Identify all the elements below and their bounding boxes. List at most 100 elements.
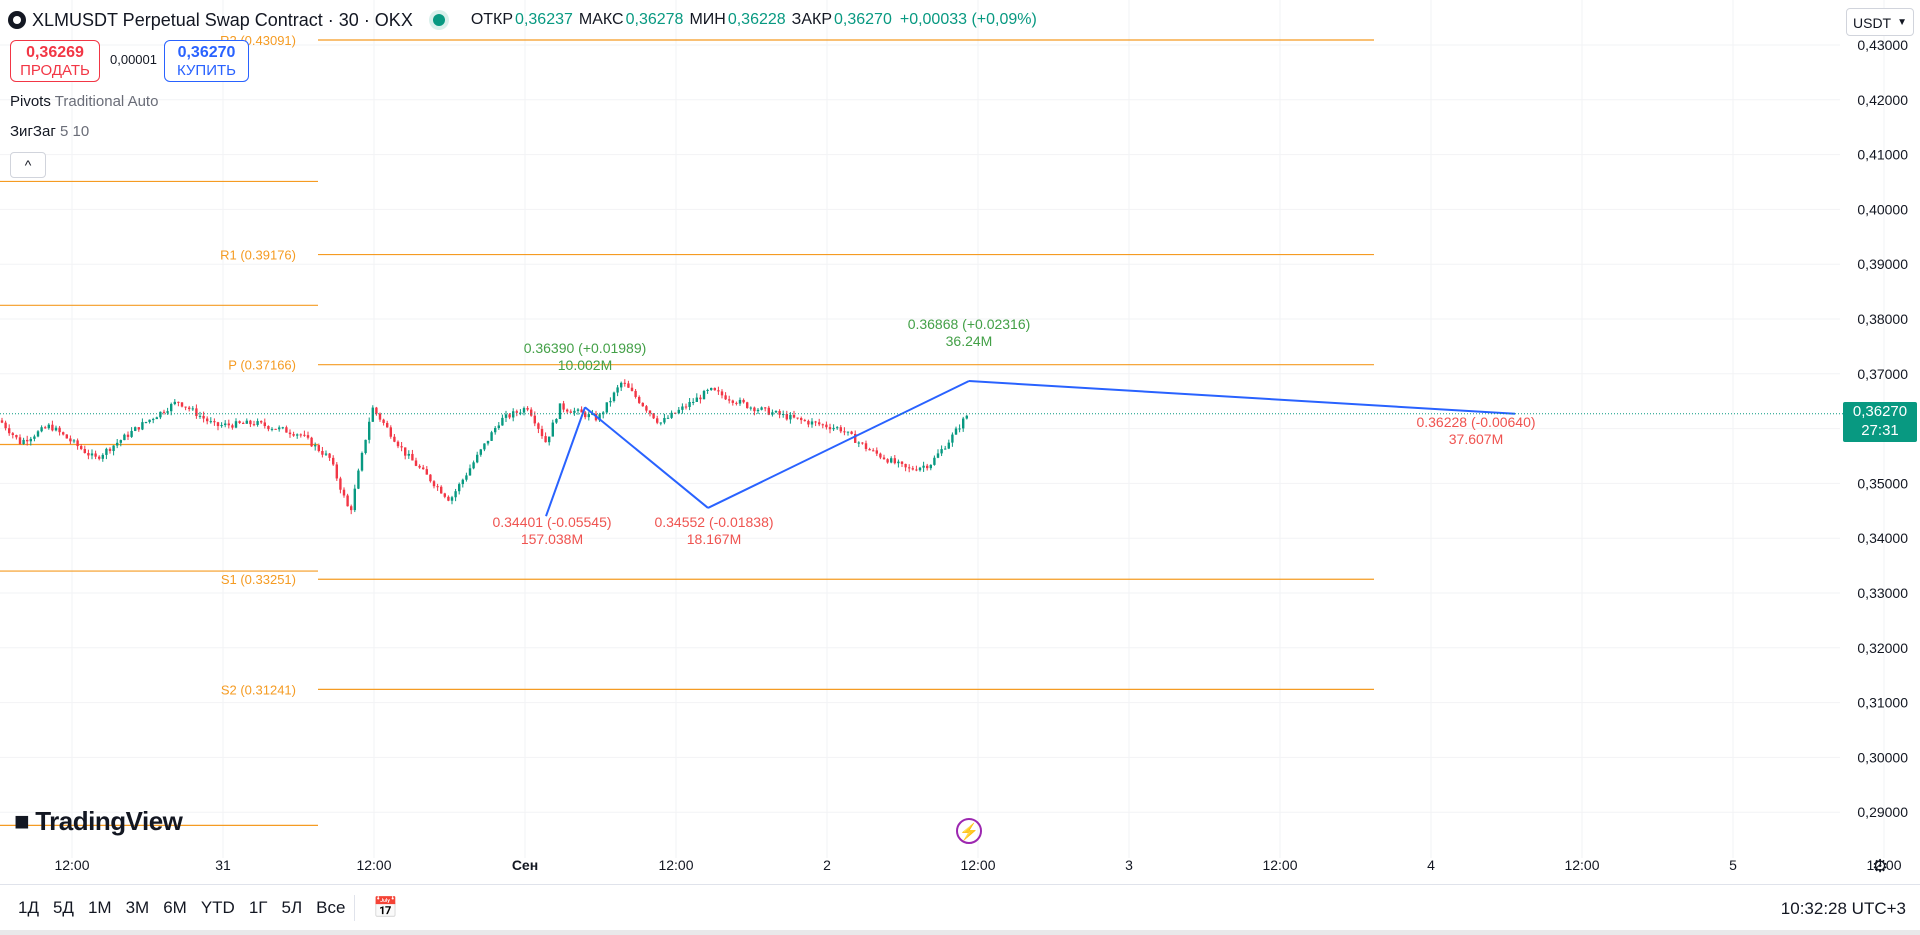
candle-body bbox=[468, 468, 472, 476]
candle-body bbox=[108, 448, 112, 452]
candle-body bbox=[152, 419, 155, 421]
candle-body bbox=[904, 463, 907, 468]
candle-body bbox=[299, 434, 302, 436]
candle-body bbox=[774, 411, 778, 413]
close-label: ЗАКР bbox=[791, 11, 832, 28]
candle-body bbox=[944, 448, 947, 450]
candle-body bbox=[8, 428, 11, 434]
candle-body bbox=[335, 464, 338, 479]
pivots-name: Pivots bbox=[10, 93, 51, 110]
candle-body bbox=[404, 447, 407, 456]
tradingview-logo[interactable]: ■ TradingView bbox=[14, 806, 183, 837]
candle-body bbox=[454, 491, 457, 498]
candle-body bbox=[422, 467, 425, 470]
collapse-indicators-button[interactable]: ^ bbox=[10, 152, 46, 178]
candle-body bbox=[875, 450, 878, 454]
candle-body bbox=[184, 406, 187, 408]
tradingview-mark-icon: ■ bbox=[14, 806, 30, 836]
buy-price: 0,36270 bbox=[177, 44, 236, 61]
candle-body bbox=[832, 427, 835, 430]
candle-body bbox=[76, 440, 79, 447]
candle-body bbox=[728, 399, 731, 401]
sell-button[interactable]: 0,36269 ПРОДАТЬ bbox=[10, 40, 100, 82]
settings-gear-icon[interactable]: ⚙ bbox=[1872, 856, 1889, 876]
time-axis-label: 31 bbox=[215, 857, 231, 873]
candle-body bbox=[443, 493, 446, 497]
candle-body bbox=[512, 411, 515, 418]
zigzag-segment bbox=[707, 380, 970, 509]
symbol-title[interactable]: XLMUSDT Perpetual Swap Contract · 30 · O… bbox=[32, 9, 413, 30]
range-ytd-button[interactable]: YTD bbox=[200, 898, 235, 917]
candle-body bbox=[641, 402, 644, 407]
candle-body bbox=[486, 440, 490, 444]
buy-label: КУПИТЬ bbox=[176, 62, 236, 79]
candle-body bbox=[836, 427, 839, 429]
pivot-label: R1 (0.39176) bbox=[220, 248, 296, 263]
range-1m-button[interactable]: 1М bbox=[87, 898, 112, 917]
candle-body bbox=[260, 421, 263, 423]
candle-body bbox=[310, 437, 313, 447]
market-status-icon[interactable] bbox=[432, 14, 445, 26]
zigzag-segment bbox=[584, 406, 709, 509]
candle-body bbox=[65, 434, 68, 439]
range-6m-button[interactable]: 6М bbox=[163, 898, 187, 917]
candle-body bbox=[450, 497, 454, 501]
candle-body bbox=[209, 421, 212, 423]
candle-body bbox=[216, 422, 220, 427]
candle-body bbox=[375, 407, 378, 414]
candle-body bbox=[760, 407, 763, 410]
range-1y-button[interactable]: 1Г bbox=[248, 898, 268, 917]
bottom-strip bbox=[0, 930, 1920, 935]
zigzag-label-price: 0.36868 (+0.02316) bbox=[908, 316, 1031, 332]
candle-body bbox=[573, 410, 576, 413]
candle-body bbox=[126, 434, 130, 437]
timezone-clock[interactable]: 10:32:28 UTC+3 bbox=[1780, 899, 1906, 918]
candle-body bbox=[717, 390, 720, 392]
candle-body bbox=[105, 448, 108, 455]
bottom-toolbar: 1Д 5Д 1М 3М 6М YTD 1Г 5Л Все 📅 10:32:28 … bbox=[0, 884, 1920, 931]
candle-body bbox=[11, 433, 14, 435]
candle-body bbox=[850, 431, 853, 434]
zigzag-label-price: 0.36228 (-0.00640) bbox=[1416, 414, 1535, 430]
range-5d-button[interactable]: 5Д bbox=[52, 898, 74, 917]
candle-body bbox=[252, 424, 256, 426]
candle-body bbox=[692, 401, 695, 403]
candle-body bbox=[522, 408, 526, 413]
range-1d-button[interactable]: 1Д bbox=[18, 898, 39, 917]
candle-body bbox=[789, 414, 792, 420]
candle-body bbox=[238, 421, 241, 424]
range-all-button[interactable]: Все bbox=[316, 898, 346, 917]
candle-body bbox=[746, 402, 749, 409]
candle-body bbox=[933, 457, 936, 465]
zigzag-segment bbox=[545, 406, 586, 517]
candle-body bbox=[965, 415, 968, 419]
candle-body bbox=[288, 432, 292, 435]
price-axis-label: 0,39000 bbox=[1857, 256, 1908, 272]
range-3m-button[interactable]: 3М bbox=[125, 898, 150, 917]
indicator-pivots[interactable]: Pivots Traditional Auto bbox=[10, 93, 158, 110]
candle-body bbox=[738, 399, 742, 404]
candle-body bbox=[166, 411, 169, 413]
indicator-zigzag[interactable]: ЗигЗаг 5 10 bbox=[10, 123, 89, 140]
price-axis-label: 0,31000 bbox=[1857, 695, 1908, 711]
candle-body bbox=[555, 419, 558, 423]
candle-body bbox=[479, 449, 482, 455]
candle-body bbox=[706, 389, 709, 392]
range-5y-button[interactable]: 5Л bbox=[281, 898, 303, 917]
candle-body bbox=[566, 409, 569, 412]
candle-body bbox=[278, 427, 281, 430]
pivots-params: Traditional Auto bbox=[54, 93, 159, 110]
candle-body bbox=[83, 448, 86, 454]
close-value: 0,36270 bbox=[834, 11, 892, 28]
calendar-goto-icon[interactable]: 📅 bbox=[373, 897, 398, 919]
buy-button[interactable]: 0,36270 КУПИТЬ bbox=[164, 40, 249, 82]
low-value: 0,36228 bbox=[727, 11, 786, 28]
lightning-icon[interactable]: ⚡ bbox=[956, 818, 982, 844]
currency-select[interactable]: USDT ▼ bbox=[1846, 8, 1914, 36]
candle-body bbox=[648, 410, 652, 414]
candle-body bbox=[846, 431, 850, 433]
price-chart[interactable]: R2 (0.43091)R1 (0.39176)P (0.37166)S1 (0… bbox=[0, 0, 1920, 884]
candle-body bbox=[112, 445, 115, 452]
price-axis-label: 0,40000 bbox=[1857, 201, 1908, 217]
candle-body bbox=[414, 460, 418, 466]
